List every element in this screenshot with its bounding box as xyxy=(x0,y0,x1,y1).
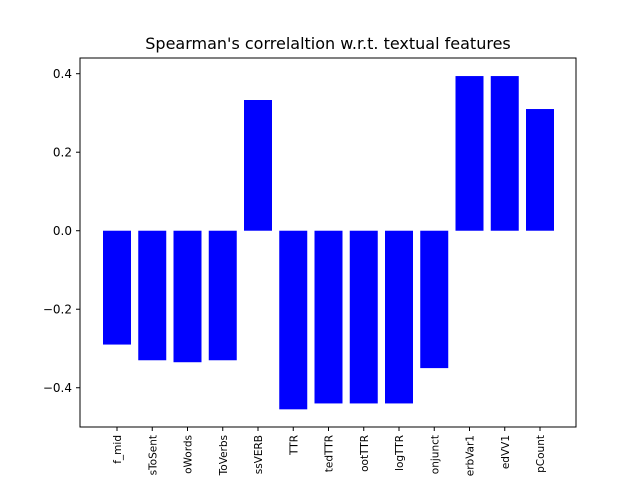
x-tick-label: ToVerbs xyxy=(218,435,230,476)
x-tick-label: oWords xyxy=(183,435,195,474)
x-tick-label: sToSent xyxy=(147,435,159,475)
bar-f_mid xyxy=(103,230,131,345)
bar-sToSent xyxy=(138,230,167,361)
x-tick-label: pCount xyxy=(535,435,547,473)
y-axis: −0.4 −0.2 0.0 0.2 0.4 xyxy=(43,67,80,395)
y-tick-label: 0.4 xyxy=(53,67,72,81)
chart-title: Spearman's correlaltion w.r.t. textual f… xyxy=(145,34,511,53)
x-tick-label: erbVar1 xyxy=(465,435,477,476)
bar-pCount xyxy=(526,109,554,231)
bar-edVV1 xyxy=(490,76,519,231)
bar-ToVerbs xyxy=(208,230,237,361)
bar-onjunct xyxy=(420,230,449,369)
y-tick-label: −0.2 xyxy=(43,303,72,317)
plot-frame xyxy=(79,57,577,428)
bar-oWords xyxy=(173,230,202,363)
x-tick-label: edVV1 xyxy=(500,435,512,469)
bar-ssVERB xyxy=(244,100,272,231)
x-tick-label: logTTR xyxy=(394,435,406,471)
bar-TTR xyxy=(279,230,308,410)
y-tick-label: 0.2 xyxy=(53,146,72,160)
x-tick-label: onjunct xyxy=(429,435,441,474)
y-tick-label: −0.4 xyxy=(43,381,72,395)
bar-tedTTR xyxy=(314,230,343,404)
x-tick-label: tedTTR xyxy=(324,435,336,472)
x-tick-label: ssVERB xyxy=(253,435,265,474)
x-tick-label: ootTTR xyxy=(359,435,371,472)
y-tick-label: 0.0 xyxy=(53,224,72,238)
bars-group xyxy=(103,76,554,410)
x-tick-label: TTR xyxy=(288,435,300,456)
bar-erbVar1 xyxy=(455,76,484,231)
bar-ootTTR xyxy=(349,230,378,404)
x-axis: f_mid sToSent oWords ToVerbs ssVERB TTR tedTTR… xyxy=(112,427,547,476)
bar-logTTR xyxy=(385,230,413,404)
x-tick-label: f_mid xyxy=(112,435,124,464)
